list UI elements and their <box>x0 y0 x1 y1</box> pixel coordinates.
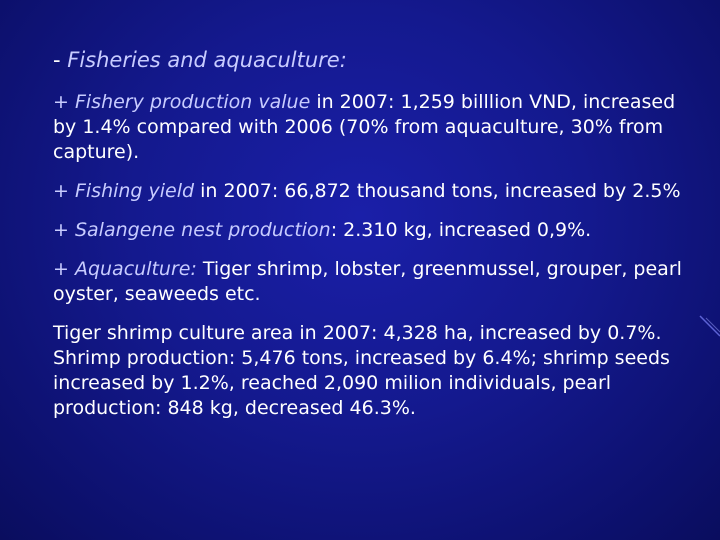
heading-title: Fisheries and aquaculture: <box>67 48 347 72</box>
paragraph-lead: + Aquaculture: <box>53 258 197 280</box>
paragraph-production-value: + Fishery production value in 2007: 1,25… <box>53 90 693 165</box>
paragraph-text: Tiger shrimp culture area in 2007: 4,328… <box>53 322 670 419</box>
paragraph-lead: + Fishing yield <box>53 180 195 202</box>
paragraph-aquaculture: + Aquaculture: Tiger shrimp, lobster, gr… <box>53 257 693 307</box>
paragraph-tiger-shrimp: Tiger shrimp culture area in 2007: 4,328… <box>53 321 693 421</box>
paragraph-lead: + Salangene nest production <box>53 219 331 241</box>
paragraph-text: Tiger shrimp, lobster, greenmussel, grou… <box>53 258 682 305</box>
paragraph-lead: + Fishery production value <box>53 91 311 113</box>
heading-dash: - <box>53 48 61 72</box>
slide-content: - Fisheries and aquaculture: + Fishery p… <box>53 46 693 435</box>
paragraph-salangene-nest: + Salangene nest production: 2.310 kg, i… <box>53 218 693 243</box>
paragraph-text: : 2.310 kg, increased 0,9%. <box>330 219 592 241</box>
paragraph-text: in 2007: 1,259 billlion VND, increased b… <box>53 91 676 163</box>
slide-heading: - Fisheries and aquaculture: <box>53 46 693 74</box>
paragraph-fishing-yield: + Fishing yield in 2007: 66,872 thousand… <box>53 179 693 204</box>
paragraph-text: in 2007: 66,872 thousand tons, increased… <box>194 180 681 202</box>
